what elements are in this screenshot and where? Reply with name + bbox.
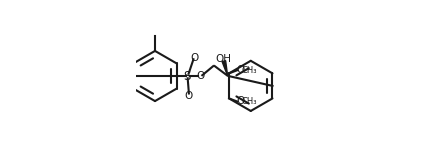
Text: O: O [185,91,193,101]
Text: CH₃: CH₃ [241,97,257,106]
Text: OH: OH [216,54,232,64]
Text: O: O [196,71,204,81]
Text: CH₃: CH₃ [241,66,257,75]
Text: O: O [236,65,245,75]
Text: S: S [184,69,191,83]
Text: O: O [236,97,245,106]
Text: O: O [190,53,198,63]
Polygon shape [222,61,228,76]
